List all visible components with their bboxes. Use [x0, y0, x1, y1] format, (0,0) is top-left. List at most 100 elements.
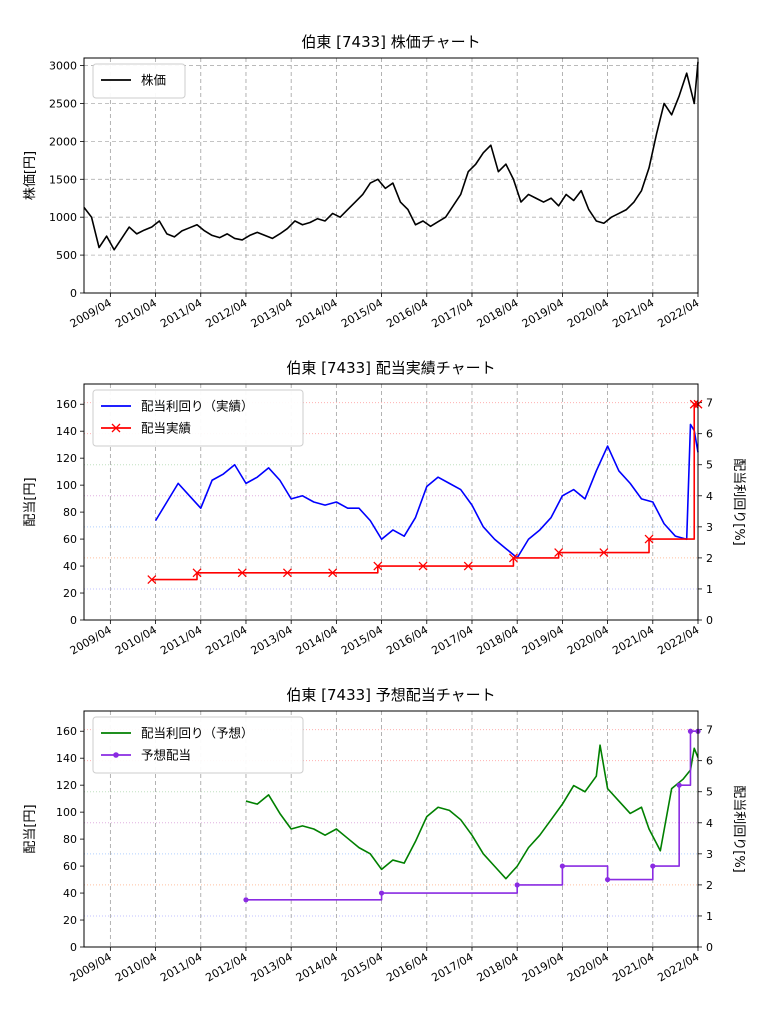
- x-tick-label: 2019/04: [520, 296, 566, 330]
- data-point: [599, 548, 609, 558]
- y-right-tick-label: 2: [706, 552, 713, 565]
- y-tick-label: 0: [70, 287, 77, 300]
- chart-title: 伯東 [7433] 予想配当チャート: [286, 686, 495, 704]
- legend-box: [92, 63, 186, 99]
- x-tick-label: 2018/04: [475, 623, 521, 657]
- legend-label: 株価: [141, 73, 166, 88]
- x-tick-label: 2016/04: [384, 623, 430, 657]
- series-line-1: [154, 423, 699, 559]
- legend-box: [92, 389, 304, 447]
- y-right-tick-label: 0: [706, 941, 713, 954]
- x-tick-label: 2018/04: [475, 950, 521, 984]
- chart-title: 伯東 [7433] 株価チャート: [301, 33, 480, 51]
- data-point: [192, 568, 202, 578]
- y-axis-label: 株価[円]: [23, 151, 38, 200]
- y-right-axis-label: 配当利回り[%]: [731, 458, 746, 546]
- x-tick-label: 2013/04: [249, 950, 295, 984]
- y-tick-label: 140: [56, 425, 77, 438]
- y-tick-label: 160: [56, 725, 77, 738]
- data-point: [604, 876, 611, 883]
- x-tick-label: 2010/04: [113, 623, 159, 657]
- y-tick-label: 40: [63, 560, 77, 573]
- plot-area: [84, 58, 698, 293]
- x-tick-label: 2011/04: [158, 296, 204, 330]
- x-tick-label: 2015/04: [339, 623, 385, 657]
- y-tick-label: 140: [56, 752, 77, 765]
- y-tick-label: 2000: [49, 135, 77, 148]
- x-tick-label: 2012/04: [203, 623, 249, 657]
- x-tick-label: 2020/04: [565, 296, 611, 330]
- data-point: [559, 863, 565, 869]
- y-tick-label: 1000: [49, 211, 77, 224]
- x-tick-label: 2009/04: [68, 950, 114, 984]
- y-right-tick-label: 7: [706, 397, 713, 410]
- data-point: [328, 568, 338, 578]
- x-tick-label: 2016/04: [384, 296, 430, 330]
- y-tick-label: 20: [63, 587, 77, 600]
- data-point: [644, 534, 654, 544]
- y-right-tick-label: 2: [706, 879, 713, 892]
- series-line-1: [83, 61, 699, 251]
- y-tick-label: 80: [63, 506, 77, 519]
- y-tick-label: 2500: [49, 97, 77, 110]
- legend-marker: [113, 752, 119, 758]
- legend-label: 配当実績: [141, 421, 191, 436]
- data-point: [554, 548, 564, 558]
- x-tick-label: 2019/04: [520, 623, 566, 657]
- y-tick-label: 40: [63, 887, 77, 900]
- y-right-tick-label: 7: [706, 724, 713, 737]
- x-tick-label: 2022/04: [655, 623, 701, 657]
- y-tick-label: 120: [56, 452, 77, 465]
- y-right-axis-label: 配当利回り[%]: [731, 785, 746, 873]
- x-tick-label: 2010/04: [113, 296, 159, 330]
- data-point: [463, 561, 473, 571]
- data-point: [282, 568, 292, 578]
- y-tick-label: 1500: [49, 173, 77, 186]
- y-right-tick-label: 4: [706, 490, 713, 503]
- y-right-tick-label: 6: [706, 755, 713, 768]
- y-tick-label: 3000: [49, 60, 77, 73]
- legend-label: 予想配当: [141, 748, 191, 763]
- axes-border: [83, 57, 699, 294]
- x-tick-label: 2021/04: [610, 623, 656, 657]
- y-right-tick-label: 3: [706, 521, 713, 534]
- data-point: [147, 575, 157, 585]
- y-tick-label: 0: [70, 614, 77, 627]
- y-axis-label: 配当[円]: [23, 477, 38, 526]
- legend-label: 配当利回り（実績）: [141, 399, 254, 414]
- x-tick-label: 2015/04: [339, 296, 385, 330]
- data-point: [676, 782, 682, 788]
- y-right-tick-label: 6: [706, 428, 713, 441]
- x-tick-label: 2015/04: [339, 950, 385, 984]
- legend-marker: [111, 423, 121, 433]
- x-tick-label: 2011/04: [158, 950, 204, 984]
- y-tick-label: 20: [63, 914, 77, 927]
- y-right-tick-label: 3: [706, 848, 713, 861]
- y-tick-label: 500: [56, 249, 77, 262]
- x-tick-label: 2017/04: [429, 623, 475, 657]
- x-tick-label: 2010/04: [113, 950, 159, 984]
- y-right-tick-label: 1: [706, 910, 713, 923]
- y-tick-label: 160: [56, 398, 77, 411]
- data-point: [689, 399, 699, 409]
- x-tick-label: 2022/04: [655, 950, 701, 984]
- x-tick-label: 2018/04: [475, 296, 521, 330]
- x-tick-label: 2022/04: [655, 296, 701, 330]
- y-right-tick-label: 0: [706, 614, 713, 627]
- y-right-tick-label: 5: [706, 786, 713, 799]
- x-tick-label: 2021/04: [610, 950, 656, 984]
- data-point: [687, 728, 694, 734]
- x-tick-label: 2009/04: [68, 623, 114, 657]
- series-line-2: [245, 730, 698, 901]
- series-line-2: [151, 403, 698, 581]
- data-point: [418, 561, 428, 571]
- legend-box: [92, 716, 304, 774]
- y-tick-label: 100: [56, 806, 77, 819]
- x-tick-label: 2014/04: [294, 950, 340, 984]
- data-point: [243, 897, 249, 903]
- data-point: [650, 863, 656, 869]
- x-tick-label: 2013/04: [249, 623, 295, 657]
